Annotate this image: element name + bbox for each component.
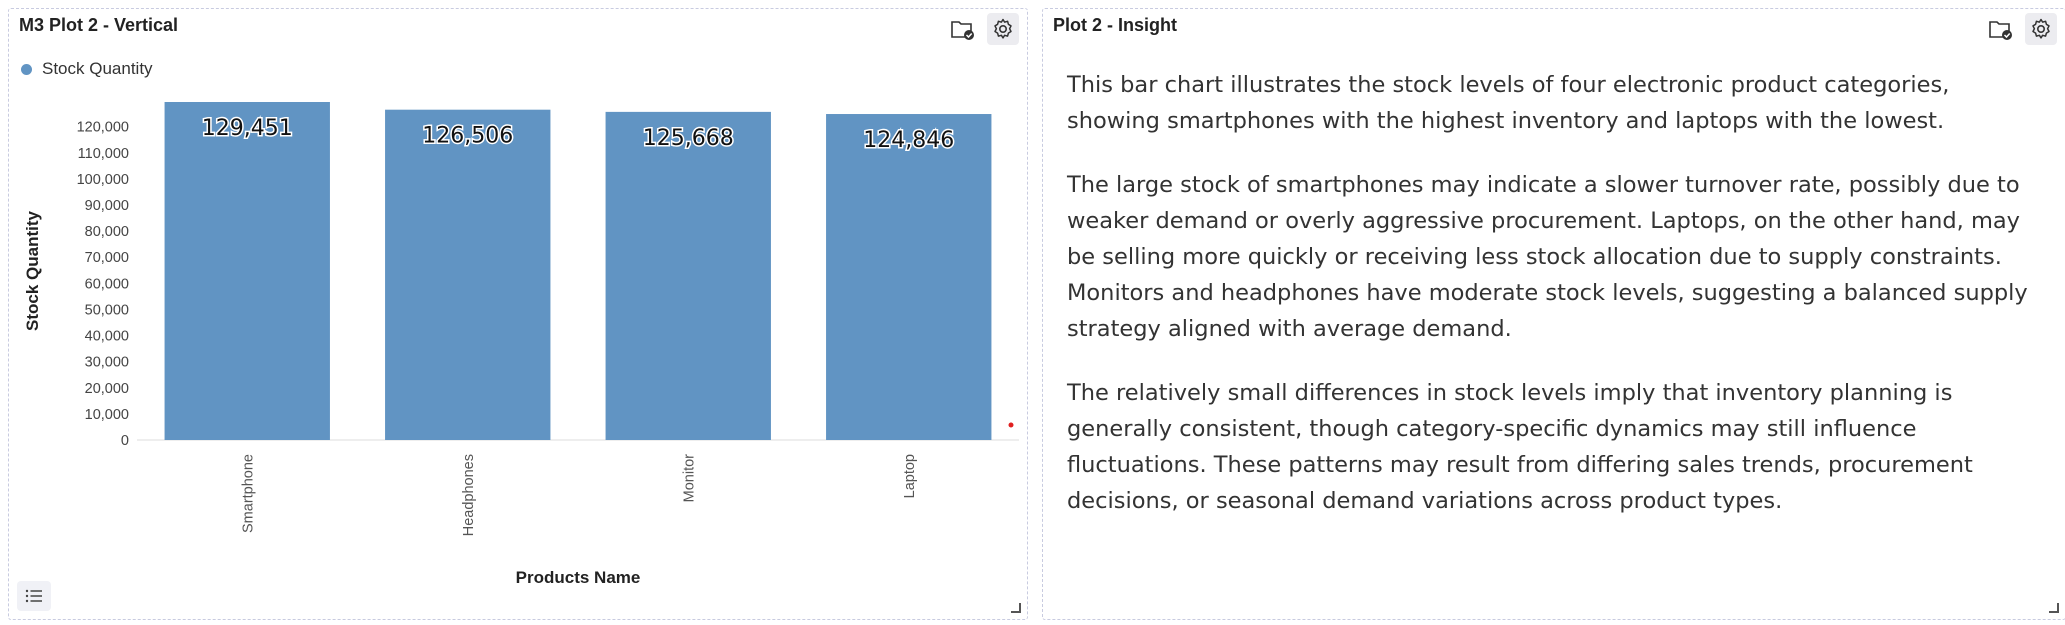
bar — [164, 102, 330, 440]
insight-paragraph: This bar chart illustrates the stock lev… — [1067, 72, 1950, 134]
insight-paragraph: The relatively small differences in stoc… — [1067, 380, 1973, 514]
y-tick-label: 110,000 — [78, 146, 129, 162]
list-icon[interactable] — [17, 581, 51, 611]
y-tick-label: 10,000 — [85, 407, 129, 423]
gear-icon[interactable] — [2025, 13, 2057, 45]
y-tick-label: 30,000 — [85, 355, 129, 371]
y-tick-label: 120,000 — [77, 120, 129, 136]
x-tick-label: Laptop — [902, 454, 918, 498]
y-tick-label: 70,000 — [85, 250, 129, 266]
folder-check-icon[interactable] — [1985, 13, 2017, 45]
resize-handle[interactable] — [1011, 603, 1021, 613]
x-tick-label: Headphones — [461, 454, 477, 536]
y-tick-label: 0 — [121, 433, 129, 449]
resize-handle[interactable] — [2049, 603, 2059, 613]
y-tick-label: 20,000 — [85, 381, 129, 397]
y-tick-label: 80,000 — [85, 224, 129, 240]
bar — [605, 111, 771, 441]
legend-marker — [21, 63, 32, 75]
x-tick-label: Smartphone — [240, 454, 256, 533]
panel-title: Plot 2 - Insight — [1053, 15, 1177, 35]
bar — [826, 114, 992, 441]
panel-title: M3 Plot 2 - Vertical — [19, 15, 179, 35]
insight-paragraph: The large stock of smartphones may indic… — [1067, 172, 2028, 342]
y-tick-label: 40,000 — [85, 329, 129, 345]
panel-toolbar — [1985, 13, 2057, 45]
data-label: 124,846 — [863, 128, 954, 153]
insight-text: This bar chart illustrates the stock lev… — [1067, 67, 2047, 547]
data-label: 126,506 — [422, 124, 513, 149]
x-axis-title: Products Name — [516, 568, 641, 587]
panel-toolbar — [947, 13, 1019, 45]
bar-chart: 0 10,000 20,000 30,000 40,000 50,000 60,000 70,… — [23, 102, 1019, 587]
y-tick-label: 60,000 — [85, 276, 129, 292]
y-tick-label: 90,000 — [85, 198, 129, 214]
data-label: 125,668 — [643, 126, 734, 151]
y-tick-label: 50,000 — [85, 302, 129, 318]
legend-label: Stock Quantity — [42, 59, 153, 78]
bar — [385, 109, 551, 440]
marker-dot — [1008, 422, 1014, 428]
data-label: 129,451 — [202, 116, 293, 141]
x-tick-label: Monitor — [681, 454, 697, 503]
y-tick-label: 100,000 — [77, 172, 129, 188]
y-axis-title: Stock Quantity — [23, 210, 42, 331]
folder-check-icon[interactable] — [947, 13, 979, 45]
chart-legend: Stock Quantity — [21, 59, 153, 79]
chart-panel: M3 Plot 2 - Vertical Stock Quantity 0 10,… — [8, 8, 1028, 620]
gear-icon[interactable] — [987, 13, 1019, 45]
insight-panel: Plot 2 - Insight This bar chart illustra… — [1042, 8, 2065, 620]
